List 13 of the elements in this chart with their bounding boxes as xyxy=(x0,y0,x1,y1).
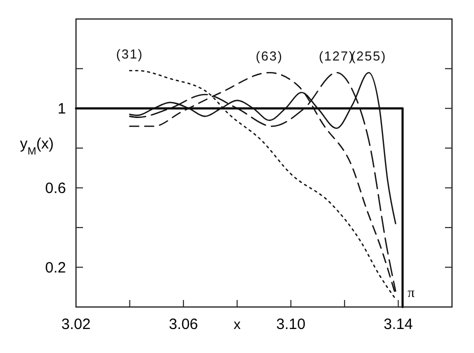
x-tick-label: 3.06 xyxy=(168,316,198,333)
series-label: (255) xyxy=(351,48,386,64)
series-label: (31) xyxy=(116,46,144,62)
x-axis-title: x xyxy=(234,316,241,332)
x-tick-label: 3.14 xyxy=(384,316,413,333)
text: 3.10 xyxy=(276,316,306,333)
series-label: (63) xyxy=(256,48,283,64)
y-tick-label: 1 xyxy=(58,100,66,118)
annotation: π xyxy=(408,286,415,302)
y-tick-label: 0.6 xyxy=(45,180,66,197)
x-tick-label: 3.02 xyxy=(61,316,91,333)
y-tick-label: 0.2 xyxy=(45,259,66,276)
y-axis-title: y$_{M}$(x) xyxy=(20,136,54,158)
